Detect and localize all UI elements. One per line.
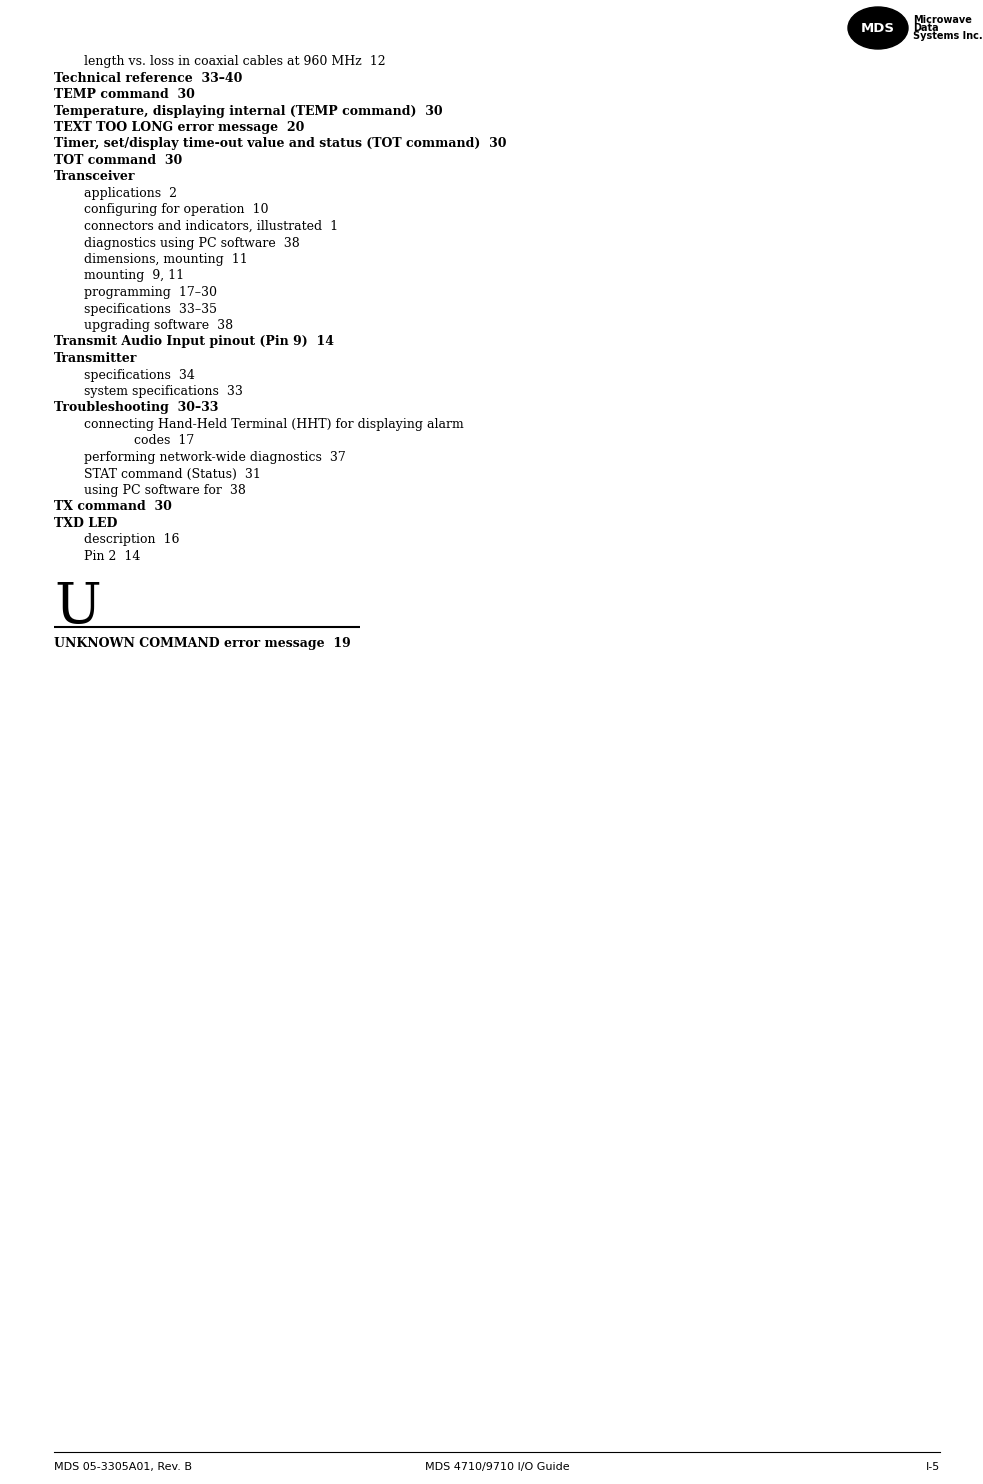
Text: system specifications  33: system specifications 33 (84, 384, 243, 398)
Text: codes  17: codes 17 (134, 435, 195, 448)
Text: U: U (54, 580, 100, 635)
Text: TEMP command  30: TEMP command 30 (54, 88, 195, 101)
Text: STAT command (Status)  31: STAT command (Status) 31 (84, 467, 260, 481)
Text: specifications  34: specifications 34 (84, 368, 195, 381)
Text: performing network-wide diagnostics  37: performing network-wide diagnostics 37 (84, 451, 346, 464)
Text: MDS 4710/9710 I/O Guide: MDS 4710/9710 I/O Guide (425, 1462, 569, 1472)
Text: TXD LED: TXD LED (54, 516, 117, 530)
Text: programming  17–30: programming 17–30 (84, 286, 217, 298)
Text: Troubleshooting  30–33: Troubleshooting 30–33 (54, 402, 218, 414)
Text: Timer, set/display time-out value and status (TOT command)  30: Timer, set/display time-out value and st… (54, 138, 506, 150)
Text: upgrading software  38: upgrading software 38 (84, 319, 233, 332)
Text: Transmitter: Transmitter (54, 352, 138, 365)
Text: Transceiver: Transceiver (54, 171, 136, 184)
Text: connecting Hand-Held Terminal (HHT) for displaying alarm: connecting Hand-Held Terminal (HHT) for … (84, 418, 464, 430)
Text: Systems Inc.: Systems Inc. (913, 31, 983, 42)
Text: UNKNOWN COMMAND error message  19: UNKNOWN COMMAND error message 19 (54, 637, 351, 650)
Text: Transmit Audio Input pinout (Pin 9)  14: Transmit Audio Input pinout (Pin 9) 14 (54, 335, 334, 349)
Text: Pin 2  14: Pin 2 14 (84, 551, 141, 562)
Text: dimensions, mounting  11: dimensions, mounting 11 (84, 252, 248, 266)
Text: configuring for operation  10: configuring for operation 10 (84, 203, 268, 217)
Text: diagnostics using PC software  38: diagnostics using PC software 38 (84, 236, 300, 249)
Text: applications  2: applications 2 (84, 187, 177, 200)
Text: MDS 05-3305A01, Rev. B: MDS 05-3305A01, Rev. B (54, 1462, 192, 1472)
Text: description  16: description 16 (84, 534, 180, 546)
Text: Data: Data (913, 22, 939, 33)
Text: TX command  30: TX command 30 (54, 500, 172, 513)
Text: I-5: I-5 (926, 1462, 940, 1472)
Text: TOT command  30: TOT command 30 (54, 154, 182, 168)
Ellipse shape (848, 7, 908, 49)
Text: specifications  33–35: specifications 33–35 (84, 303, 217, 316)
Text: MDS: MDS (861, 21, 895, 34)
Text: TEXT TOO LONG error message  20: TEXT TOO LONG error message 20 (54, 122, 305, 134)
Text: using PC software for  38: using PC software for 38 (84, 484, 246, 497)
Text: length vs. loss in coaxial cables at 960 MHz  12: length vs. loss in coaxial cables at 960… (84, 55, 385, 68)
Text: Temperature, displaying internal (TEMP command)  30: Temperature, displaying internal (TEMP c… (54, 104, 442, 117)
Text: Microwave: Microwave (913, 15, 972, 25)
Text: mounting  9, 11: mounting 9, 11 (84, 270, 184, 282)
Text: Technical reference  33–40: Technical reference 33–40 (54, 71, 243, 85)
Text: connectors and indicators, illustrated  1: connectors and indicators, illustrated 1 (84, 220, 338, 233)
